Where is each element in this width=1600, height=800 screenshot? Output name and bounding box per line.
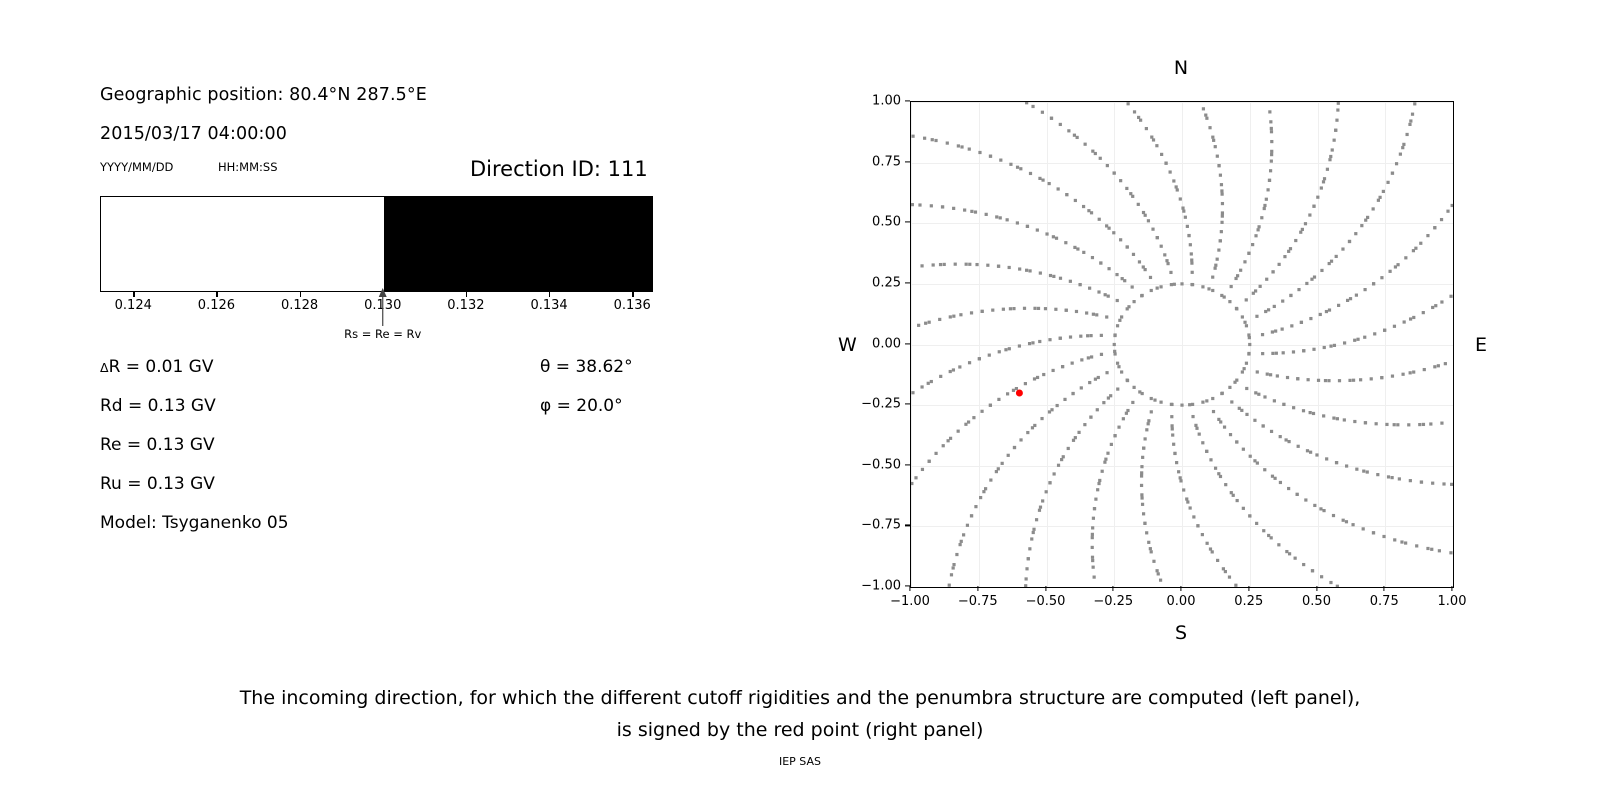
x-axis-tick-mark <box>1248 586 1250 591</box>
y-axis-tick-mark <box>905 221 910 223</box>
figure-caption: The incoming direction, for which the di… <box>0 682 1600 746</box>
penumbra-segment-allowed <box>101 197 384 291</box>
penumbra-bar <box>100 196 653 292</box>
x-axis-tick-mark <box>1112 586 1114 591</box>
parameter-model: Model: Tsyganenko 05 <box>100 513 289 533</box>
caption-line-2: is signed by the red point (right panel) <box>616 719 984 741</box>
x-axis-tick-mark <box>1451 586 1453 591</box>
caption-line-1: The incoming direction, for which the di… <box>239 687 1361 709</box>
footer-credit: IEP SAS <box>778 755 822 768</box>
y-axis-tick-label: −0.25 <box>861 396 901 412</box>
y-axis-tick-mark <box>905 403 910 405</box>
parameter-list: ΔR = 0.01 GV Rd = 0.13 GV Re = 0.13 GV Ru =… <box>0 0 800 600</box>
parameter-prefix: Δ <box>100 360 109 375</box>
penumbra-structure-plot <box>100 196 653 292</box>
penumbra-axis: 0.124 0.126 0.128 0.130 0.132 0.134 0.136 <box>100 292 653 326</box>
x-axis-tick-label: 1.00 <box>1437 594 1467 609</box>
parameter-phi: φ = 20.0° <box>540 396 623 416</box>
penumbra-tick-mark <box>632 292 634 297</box>
penumbra-tick-mark <box>465 292 468 297</box>
parameter-rd: Rd = 0.13 GV <box>100 396 216 416</box>
y-axis-tick-mark <box>905 342 910 345</box>
y-axis-tick-label: 0.50 <box>872 214 901 230</box>
right-panel: N S W E −1.00 −0.75 −0.50 −0.25 0.00 0.25 0.50… <box>800 0 1600 680</box>
x-axis-tick-mark <box>1044 586 1047 591</box>
direction-scatter-plot <box>910 101 1454 588</box>
y-axis-tick-label: −0.50 <box>861 457 901 473</box>
rigidity-arrow-icon <box>378 288 387 326</box>
penumbra-tick-label: 0.134 <box>530 298 568 313</box>
penumbra-tick-label: 0.126 <box>197 298 236 313</box>
y-axis-tick-mark <box>905 464 910 466</box>
x-axis-tick-label: 0.25 <box>1234 594 1264 609</box>
x-axis-tick-label: −0.50 <box>1025 594 1066 609</box>
y-axis-tick-mark <box>905 100 910 102</box>
compass-label-north: N <box>1173 57 1189 79</box>
penumbra-tick-mark <box>549 292 551 297</box>
x-axis-tick-label: 0.50 <box>1302 594 1331 609</box>
x-axis-tick-mark <box>977 586 979 591</box>
y-axis-tick-mark <box>905 585 910 587</box>
parameter-theta: θ = 38.62° <box>540 357 633 377</box>
parameter-delta-r: ΔR = 0.01 GV <box>100 357 213 377</box>
penumbra-tick-label: 0.124 <box>114 298 152 313</box>
penumbra-segment-forbidden <box>383 197 652 291</box>
direction-scatter-canvas <box>911 102 1453 587</box>
x-axis-tick-label: 0.75 <box>1369 594 1399 609</box>
date-format-hint: YYYY/MM/DD <box>100 160 174 174</box>
rigidity-marker-label: Rs = Re = Rv <box>344 327 422 341</box>
x-axis-tick-mark <box>1383 586 1385 591</box>
y-axis-tick-label: −1.00 <box>861 578 901 594</box>
penumbra-tick-mark <box>299 292 301 297</box>
y-axis-tick-mark <box>905 524 910 526</box>
penumbra-tick-mark <box>133 292 135 297</box>
geographic-position-text: Geographic position: 80.4°N 287.5°E <box>100 85 427 105</box>
penumbra-tick-label: 0.132 <box>447 298 485 313</box>
compass-label-south: S <box>1174 622 1188 644</box>
direction-id-label: Direction ID: 111 <box>470 157 648 181</box>
left-panel: Geographic position: 80.4°N 287.5°E 2015… <box>0 0 800 680</box>
penumbra-tick-label: 0.136 <box>613 298 651 313</box>
x-axis-tick-mark <box>909 586 911 591</box>
penumbra-tick-label: 0.128 <box>280 298 319 313</box>
x-axis-tick-mark <box>1315 586 1318 591</box>
datetime-text: 2015/03/17 04:00:00 <box>100 124 287 144</box>
x-axis-tick-label: −1.00 <box>890 594 930 609</box>
parameter-ru: Ru = 0.13 GV <box>100 474 215 494</box>
parameter-re: Re = 0.13 GV <box>100 435 215 455</box>
compass-label-west: W <box>838 334 857 356</box>
x-axis-tick-label: −0.75 <box>957 594 998 609</box>
y-axis-tick-label: 0.00 <box>872 336 901 351</box>
compass-label-east: E <box>1475 334 1488 356</box>
rigidity-marker-annotation: Rs = Re = Rv <box>100 288 653 348</box>
y-axis-tick-mark <box>905 282 910 284</box>
y-axis-tick-label: −0.75 <box>861 517 901 533</box>
y-axis-tick-label: 0.75 <box>872 154 901 170</box>
polar-axis-ticks: −1.00 −0.75 −0.50 −0.25 0.00 0.25 0.50 0.75 1.00… <box>800 0 1600 680</box>
time-format-hint: HH:MM:SS <box>218 160 278 174</box>
x-axis-tick-label: 0.00 <box>1166 594 1196 609</box>
x-axis-tick-mark <box>1180 586 1182 591</box>
y-axis-tick-mark <box>905 161 910 163</box>
y-axis-tick-label: 1.00 <box>872 93 901 109</box>
y-axis-tick-label: 0.25 <box>872 275 901 291</box>
parameter-value: R = 0.01 GV <box>108 357 214 377</box>
penumbra-tick-mark <box>216 292 218 297</box>
x-axis-tick-label: −0.25 <box>1093 594 1134 609</box>
